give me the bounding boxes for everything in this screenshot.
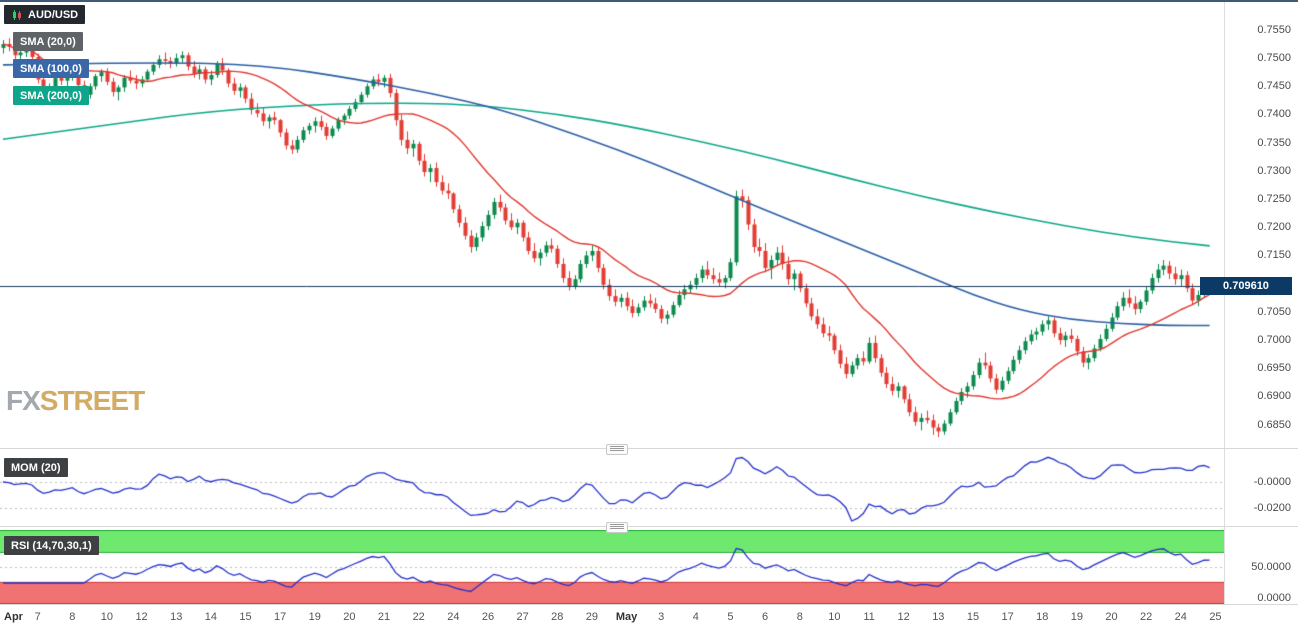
panel-divider-2	[0, 526, 1298, 527]
price-axis-label: 0.6850	[1257, 418, 1291, 431]
legend-chip-rsi[interactable]: RSI (14,70,30,1)	[4, 536, 99, 555]
time-axis-label: 20	[343, 611, 356, 623]
symbol-label: AUD/USD	[28, 8, 79, 21]
time-axis-label: 17	[274, 611, 287, 623]
time-axis-label: 28	[551, 611, 564, 623]
time-axis-divider	[0, 604, 1298, 605]
price-axis-label: 0.7000	[1257, 334, 1291, 347]
legend-chip-sma20[interactable]: SMA (20,0)	[13, 32, 83, 51]
price-axis-label: 0.7550	[1257, 23, 1291, 36]
price-axis[interactable]: 0.7550 0.7500 0.7450 0.7400 0.7350 0.7300 0.72…	[1225, 0, 1298, 604]
price-axis-label: 0.7300	[1257, 164, 1291, 177]
time-axis-label: 12	[135, 611, 148, 623]
time-axis-label: 7	[34, 611, 41, 623]
legend-chip-sma200[interactable]: SMA (200,0)	[13, 86, 89, 105]
panel-resize-grip-2[interactable]	[606, 522, 628, 533]
price-axis-label: 0.6900	[1257, 390, 1291, 403]
price-axis-label: 0.7250	[1257, 193, 1291, 206]
price-axis-label: 0.7200	[1257, 221, 1291, 234]
time-axis-label: 24	[1174, 611, 1187, 623]
rsi-label: RSI (14,70,30,1)	[11, 539, 92, 552]
mom-label: MOM (20)	[11, 461, 61, 474]
time-axis-label: 8	[69, 611, 76, 623]
time-axis-label: 20	[1105, 611, 1118, 623]
mom-axis-label: -0.0200	[1253, 502, 1291, 514]
time-axis-label: 19	[1070, 611, 1083, 623]
panel-resize-grip-1[interactable]	[606, 444, 628, 455]
time-axis-label: 13	[170, 611, 183, 623]
time-axis-label: 3	[658, 611, 665, 623]
price-axis-label: 0.7450	[1257, 80, 1291, 93]
price-axis-separator	[1224, 0, 1225, 604]
time-axis-label: 8	[796, 611, 803, 623]
rsi-panel-canvas[interactable]	[0, 530, 1225, 604]
rsi-axis-label: 50.0000	[1251, 561, 1291, 573]
time-axis-label: 24	[447, 611, 460, 623]
time-axis-label: 22	[1140, 611, 1153, 623]
time-axis-label: 4	[692, 611, 699, 623]
time-axis-label: 12	[897, 611, 910, 623]
mom-axis-label: -0.0000	[1253, 476, 1291, 488]
time-axis-label: 27	[516, 611, 529, 623]
time-axis-label: 21	[377, 611, 391, 623]
main-price-chart-canvas[interactable]	[0, 0, 1225, 446]
sma100-label: SMA (100,0)	[20, 62, 82, 75]
time-axis-label: 15	[966, 611, 980, 623]
time-axis-label: 18	[1036, 611, 1049, 623]
price-axis-label: 0.7500	[1257, 52, 1291, 65]
price-axis-label: 0.7350	[1257, 136, 1291, 149]
time-axis-label: 17	[1001, 611, 1014, 623]
legend-chip-symbol[interactable]: AUD/USD	[4, 5, 86, 24]
time-axis-label: 13	[932, 611, 945, 623]
time-axis-label: 15	[239, 611, 252, 623]
time-axis-month-label: May	[615, 611, 638, 623]
time-axis-label: 10	[100, 611, 114, 623]
sma200-label: SMA (200,0)	[20, 89, 82, 102]
time-axis-month-label: Apr	[4, 611, 23, 623]
time-axis-label: 25	[1209, 611, 1222, 623]
panel-divider-1	[0, 448, 1298, 449]
time-axis-label: 29	[585, 611, 599, 623]
legend-chip-sma100[interactable]: SMA (100,0)	[13, 59, 89, 78]
rsi-axis-label: 0.0000	[1257, 592, 1291, 604]
sma20-label: SMA (20,0)	[20, 35, 76, 48]
time-axis-label: 6	[762, 611, 769, 623]
chart-top-border	[0, 0, 1298, 2]
time-axis-label: 26	[481, 611, 495, 623]
legend-chip-mom[interactable]: MOM (20)	[4, 458, 68, 477]
candlestick-icon	[13, 9, 21, 20]
last-price-label: 0.709610	[1200, 277, 1292, 295]
time-axis-label: 10	[828, 611, 841, 623]
price-axis-label: 0.7150	[1257, 249, 1291, 262]
time-axis-label: 14	[204, 611, 217, 623]
time-axis-label: 5	[727, 611, 734, 623]
time-axis-label: 22	[412, 611, 425, 623]
time-axis-label: 11	[863, 611, 875, 623]
time-axis[interactable]: Apr 7 8 10 12 13 14 15 17 19 20 21 22 24 26 27 28 29 May 3 4…	[0, 604, 1225, 629]
time-axis-label: 19	[308, 611, 321, 623]
price-axis-label: 0.7400	[1257, 108, 1291, 121]
price-axis-label: 0.7050	[1257, 305, 1291, 318]
momentum-panel-canvas[interactable]	[0, 452, 1225, 524]
price-axis-label: 0.6950	[1257, 362, 1291, 375]
